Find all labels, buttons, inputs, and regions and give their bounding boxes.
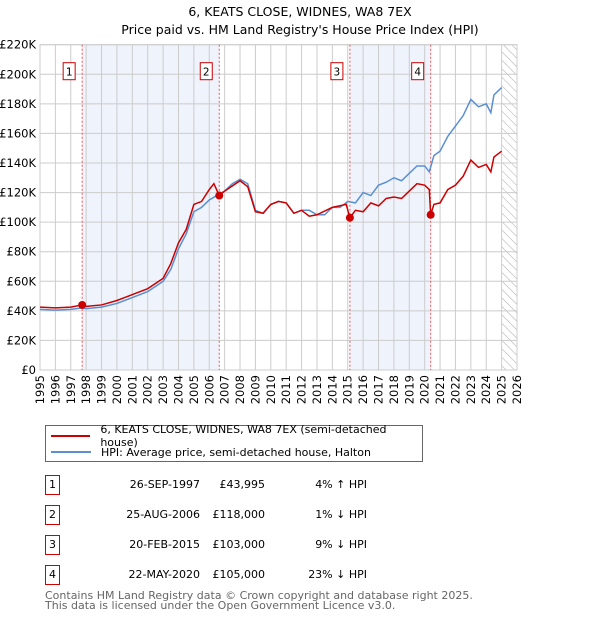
transaction-date: 20-FEB-2015 bbox=[129, 538, 200, 551]
transaction-price: £105,000 bbox=[212, 568, 266, 581]
x-tick-label: 2004 bbox=[171, 375, 185, 404]
transaction-row: 3 20-FEB-2015 £103,000 9% ↓ HPI bbox=[45, 535, 425, 555]
sale-label: 2 bbox=[203, 67, 210, 79]
x-tick-label: 2010 bbox=[264, 375, 278, 404]
forecast-hatch bbox=[501, 44, 517, 370]
legend-label: 6, KEATS CLOSE, WIDNES, WA8 7EX (semi-de… bbox=[100, 423, 387, 449]
footer-line-1: Contains HM Land Registry data © Crown c… bbox=[45, 589, 473, 602]
x-tick-label: 2007 bbox=[218, 375, 232, 404]
x-tick-label: 2011 bbox=[279, 375, 293, 404]
y-tick-label: £40K bbox=[7, 304, 37, 318]
x-tick-label: 2026 bbox=[510, 375, 524, 404]
x-tick-label: 2021 bbox=[433, 375, 447, 404]
legend-swatch-blue bbox=[51, 451, 91, 453]
price-line bbox=[39, 150, 503, 309]
sale-point bbox=[345, 213, 354, 222]
y-tick-label: £180K bbox=[0, 97, 36, 111]
y-tick-label: £140K bbox=[0, 156, 36, 170]
chart-subtitle: Price paid vs. HM Land Registry's House … bbox=[121, 22, 479, 37]
y-tick-label: £20K bbox=[7, 333, 37, 347]
x-tick-label: 1998 bbox=[79, 375, 93, 404]
x-tick-label: 2016 bbox=[356, 375, 370, 404]
x-tick-label: 2014 bbox=[325, 375, 339, 404]
y-tick-label: £80K bbox=[7, 245, 37, 259]
x-tick-label: 2023 bbox=[464, 375, 478, 404]
chart-svg: 1995 1996 1997 1998 1999 2000 2001 2002 2003 2004… bbox=[0, 38, 524, 405]
transaction-date: 25-AUG-2006 bbox=[126, 508, 200, 521]
sale-label: 3 bbox=[334, 67, 341, 79]
legend-swatch-red bbox=[51, 435, 91, 437]
y-tick-label: £100K bbox=[0, 215, 36, 229]
x-tick-label: 2009 bbox=[248, 375, 262, 404]
transaction-hpi-diff: 9% ↓ HPI bbox=[315, 538, 367, 551]
transaction-hpi-diff: 23% ↓ HPI bbox=[308, 568, 367, 581]
y-tick-label: £120K bbox=[0, 186, 36, 200]
sale-point bbox=[426, 210, 435, 219]
footer-line-2: This data is licensed under the Open Gov… bbox=[45, 599, 396, 612]
x-tick-label: 2022 bbox=[448, 375, 462, 404]
transaction-number: 4 bbox=[45, 565, 60, 585]
x-tick-label: 2001 bbox=[125, 375, 139, 404]
x-tick-label: 2020 bbox=[418, 375, 432, 404]
y-tick-label: £220K bbox=[0, 38, 36, 52]
transaction-date: 26-SEP-1997 bbox=[129, 478, 200, 491]
x-tick-label: 2025 bbox=[495, 375, 509, 404]
x-tick-label: 1999 bbox=[95, 375, 109, 404]
legend-label: HPI: Average price, semi-detached house,… bbox=[101, 445, 371, 459]
sale-point bbox=[215, 191, 224, 200]
transaction-row: 4 22-MAY-2020 £105,000 23% ↓ HPI bbox=[45, 565, 425, 585]
x-tick-label: 2017 bbox=[372, 375, 386, 404]
x-tick-label: 1997 bbox=[64, 375, 78, 404]
sale-label-box bbox=[199, 62, 213, 81]
x-tick-label: 2013 bbox=[310, 375, 324, 404]
x-tick-label: 2000 bbox=[110, 375, 124, 404]
y-tick-label: £200K bbox=[0, 67, 36, 81]
transaction-hpi-diff: 4% ↑ HPI bbox=[315, 478, 367, 491]
y-tick-label: £160K bbox=[0, 126, 36, 140]
x-tick-label: 2006 bbox=[202, 375, 216, 404]
sale-label-box bbox=[411, 62, 425, 81]
transaction-price: £43,995 bbox=[219, 478, 266, 491]
sale-point bbox=[78, 300, 87, 309]
shaded-band bbox=[82, 44, 220, 370]
legend-item-property: 6, KEATS CLOSE, WIDNES, WA8 7EX (semi-de… bbox=[46, 423, 422, 449]
plot-frame bbox=[39, 44, 518, 371]
chart-title: 6, KEATS CLOSE, WIDNES, WA8 7EX bbox=[188, 4, 412, 19]
transaction-number: 3 bbox=[45, 535, 60, 555]
x-tick-label: 2003 bbox=[156, 375, 170, 404]
transaction-hpi-diff: 1% ↓ HPI bbox=[315, 508, 367, 521]
shaded-band bbox=[349, 44, 431, 370]
transaction-price: £103,000 bbox=[212, 538, 266, 551]
transaction-row: 1 26-SEP-1997 £43,995 4% ↑ HPI bbox=[45, 475, 425, 495]
x-tick-label: 2005 bbox=[187, 375, 201, 404]
x-tick-label: 2002 bbox=[141, 375, 155, 404]
x-tick-label: 1996 bbox=[48, 375, 62, 404]
y-tick-label: £60K bbox=[7, 274, 37, 288]
legend: 6, KEATS CLOSE, WIDNES, WA8 7EX (semi-de… bbox=[45, 423, 423, 462]
transaction-number: 1 bbox=[45, 475, 60, 495]
x-tick-label: 2012 bbox=[295, 375, 309, 404]
transaction-price: £118,000 bbox=[212, 508, 266, 521]
sale-label-box bbox=[330, 62, 344, 81]
sale-label-box bbox=[62, 62, 76, 81]
transaction-date: 22-MAY-2020 bbox=[128, 568, 200, 581]
y-tick-label: £0 bbox=[21, 363, 36, 377]
transaction-number: 2 bbox=[45, 505, 60, 525]
legend-item-hpi: HPI: Average price, semi-detached house,… bbox=[46, 444, 371, 460]
x-tick-label: 2024 bbox=[479, 375, 493, 404]
hpi-line bbox=[39, 87, 503, 311]
x-tick-label: 2015 bbox=[341, 375, 355, 404]
x-tick-label: 1995 bbox=[33, 375, 47, 404]
sale-label: 4 bbox=[414, 67, 421, 79]
transaction-row: 2 25-AUG-2006 £118,000 1% ↓ HPI bbox=[45, 505, 425, 525]
sale-label: 1 bbox=[66, 67, 73, 79]
x-tick-label: 2019 bbox=[402, 375, 416, 404]
x-tick-label: 2018 bbox=[387, 375, 401, 404]
x-tick-label: 2008 bbox=[233, 375, 247, 404]
